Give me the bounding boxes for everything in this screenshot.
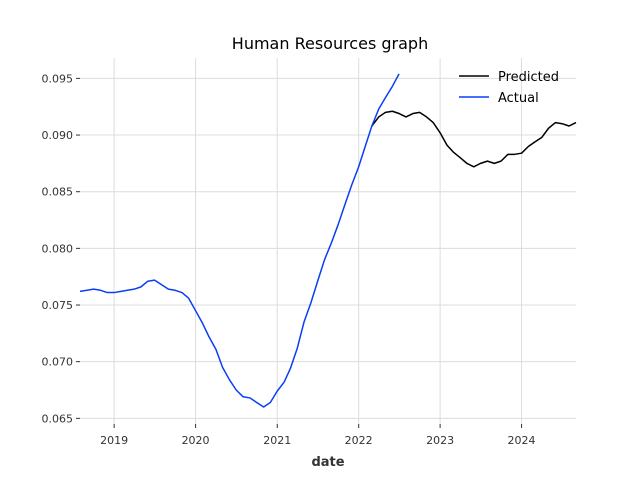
y-tick-label: 0.065	[42, 412, 74, 425]
legend-label-actual: Actual	[498, 91, 539, 106]
y-tick-label: 0.075	[42, 299, 74, 312]
x-tick-label: 2023	[426, 434, 454, 447]
series-line-actual	[79, 73, 400, 408]
y-tick-label: 0.090	[42, 129, 74, 142]
series-layer	[79, 73, 577, 408]
chart-title: Human Resources graph	[232, 34, 428, 53]
legend: Predicted Actual	[459, 70, 559, 106]
x-tick-label: 2024	[508, 434, 536, 447]
ticks: 2019 2020 2021 2022 2023 2024 0.065 0.070 0.075 0…	[42, 72, 536, 447]
y-tick-label: 0.070	[42, 356, 74, 369]
x-tick-label: 2019	[100, 434, 128, 447]
x-tick-label: 2020	[182, 434, 210, 447]
x-tick-label: 2022	[345, 434, 373, 447]
x-axis-label: date	[311, 455, 344, 470]
series-line-predicted	[371, 110, 577, 168]
y-tick-label: 0.095	[42, 72, 74, 85]
grid	[80, 58, 576, 424]
y-tick-label: 0.085	[42, 186, 74, 199]
y-tick-label: 0.080	[42, 242, 74, 255]
x-tick-label: 2021	[263, 434, 291, 447]
legend-label-predicted: Predicted	[498, 70, 559, 85]
